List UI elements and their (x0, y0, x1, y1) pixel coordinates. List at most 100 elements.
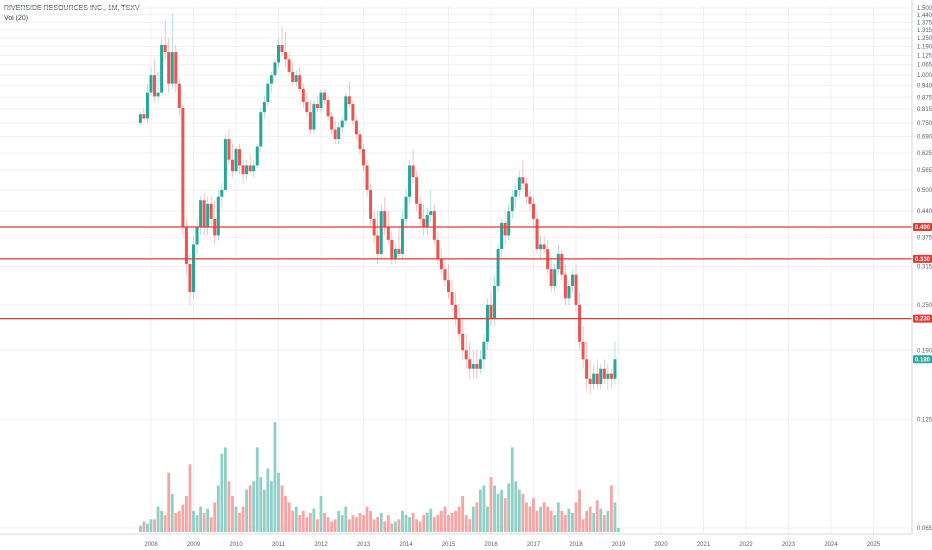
volume-bar (404, 515, 408, 532)
volume-bar (174, 512, 178, 532)
candle (376, 211, 380, 264)
candle-body (386, 226, 390, 240)
candle (145, 83, 149, 123)
candle (181, 104, 185, 236)
volume-bar (493, 485, 496, 532)
volume-bar (468, 519, 472, 532)
price-tick-label: 0.375 (917, 236, 932, 242)
time-tick-label: 2025 (867, 542, 881, 548)
volume-bar (489, 477, 493, 532)
candle-body (521, 177, 525, 184)
candle (517, 171, 521, 197)
candle-body (312, 104, 316, 130)
candle (422, 203, 426, 236)
candle (238, 144, 242, 175)
volume-bar (415, 519, 419, 532)
candle (383, 196, 387, 236)
volume-bar (181, 504, 185, 532)
price-tick-label: 0.065 (917, 526, 932, 532)
candle (574, 263, 578, 312)
price-tick-label: 0.940 (917, 83, 932, 89)
volume-bar (432, 517, 436, 532)
candle (588, 359, 592, 396)
time-tick-label: 2011 (272, 542, 286, 548)
volume-bar (549, 510, 553, 532)
volume-bar (294, 506, 298, 532)
candle-body (422, 218, 426, 227)
candle-body (599, 368, 603, 385)
volume-bar (595, 500, 599, 532)
candle-body (280, 44, 284, 53)
candle-body (252, 165, 256, 172)
volume-bar (138, 525, 142, 532)
candle-body (510, 196, 514, 212)
candle (432, 203, 436, 245)
volume-bar (507, 483, 511, 532)
time-tick-label: 2010 (229, 542, 243, 548)
time-tick-label: 2024 (824, 542, 838, 548)
volume-bar (259, 477, 263, 532)
level-price-badge (913, 254, 932, 263)
candle (308, 100, 312, 135)
volume-bar (556, 502, 560, 532)
volume-bar (344, 506, 348, 532)
candle-body (528, 196, 532, 204)
volume-bar (613, 502, 617, 532)
volume-bar (227, 481, 231, 532)
candle-body (606, 373, 610, 379)
candle (521, 159, 525, 191)
volume-bar (291, 510, 295, 532)
candle (613, 341, 617, 385)
candle-body (227, 139, 231, 160)
candle-body (337, 127, 341, 140)
candle (471, 350, 475, 379)
volume-bar (337, 510, 341, 532)
candle-body (588, 378, 592, 385)
candle-body (206, 203, 210, 227)
candle-body (602, 368, 606, 379)
candle-body (333, 129, 337, 140)
candle (429, 190, 433, 223)
candle-body (195, 226, 199, 245)
candle (167, 38, 171, 93)
candle (468, 341, 472, 379)
candle (330, 112, 334, 135)
candle-body (156, 92, 160, 97)
candle-body (305, 102, 309, 113)
price-tick-label: 0.315 (917, 265, 932, 271)
candle (539, 235, 543, 259)
volume-bar (464, 515, 468, 532)
candle-body (418, 203, 422, 219)
time-tick-label: 2015 (442, 542, 456, 548)
volume-bar (287, 502, 291, 532)
horizontal-levels[interactable]: 0.400 0.330 0.230 0.180 (0, 222, 932, 364)
candle-body (269, 75, 273, 84)
last-price-label: 0.180 (915, 357, 931, 363)
candle-body (245, 165, 249, 175)
volume-bar (301, 510, 305, 532)
candle (351, 100, 355, 126)
volume-bar (312, 508, 316, 532)
candle-body (475, 363, 479, 369)
time-axis[interactable]: 2008 2009 2010 2011 2012 2013 2014 2015 2016 2017… (144, 542, 881, 548)
candle (202, 193, 206, 236)
time-tick-label: 2023 (782, 542, 796, 548)
candle-body (574, 274, 578, 305)
candle (365, 159, 369, 197)
candle (298, 67, 302, 93)
candle (503, 211, 507, 245)
candle (206, 196, 210, 236)
candle-body (238, 149, 242, 166)
volume-bar (358, 512, 362, 532)
candle-body (223, 139, 227, 191)
candle-body (485, 304, 489, 342)
volume-bar (284, 496, 287, 532)
candle (184, 218, 188, 275)
volume-bar (255, 447, 259, 532)
candle (220, 183, 224, 208)
volume-bar (220, 453, 224, 532)
volume-bar (496, 493, 500, 532)
candle-body (319, 92, 323, 109)
